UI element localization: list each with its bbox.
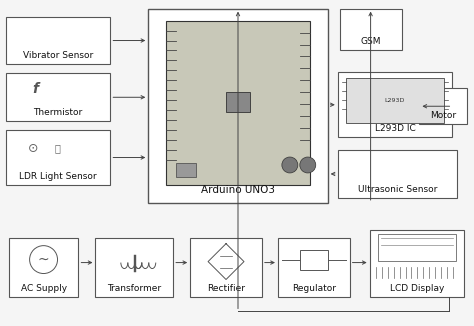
- Text: GSM: GSM: [360, 37, 381, 47]
- Bar: [337, 150, 457, 198]
- Bar: [370, 230, 465, 297]
- Bar: [6, 130, 110, 185]
- Bar: [148, 9, 328, 203]
- Bar: [6, 73, 110, 121]
- Bar: [340, 9, 401, 51]
- Text: Regulator: Regulator: [292, 285, 336, 293]
- Text: Transformer: Transformer: [107, 285, 161, 293]
- Bar: [378, 234, 456, 261]
- Text: ~: ~: [38, 253, 49, 267]
- Bar: [176, 163, 196, 177]
- Text: 🔍: 🔍: [55, 143, 61, 153]
- Text: Vibrator Sensor: Vibrator Sensor: [23, 52, 93, 60]
- Circle shape: [300, 157, 316, 173]
- Text: Ultrasonic Sensor: Ultrasonic Sensor: [358, 185, 437, 194]
- Text: Motor: Motor: [430, 111, 456, 120]
- Text: ⊙: ⊙: [28, 141, 39, 155]
- Text: LDR Light Sensor: LDR Light Sensor: [19, 172, 97, 181]
- Circle shape: [282, 157, 298, 173]
- Text: L293D IC: L293D IC: [374, 124, 415, 133]
- Bar: [190, 238, 262, 297]
- Text: LCD Display: LCD Display: [390, 285, 444, 293]
- Text: Thermistor: Thermistor: [33, 108, 82, 117]
- Bar: [9, 238, 79, 297]
- Bar: [6, 17, 110, 65]
- Text: f: f: [33, 82, 38, 96]
- Bar: [300, 250, 328, 270]
- Text: Arduino UNO3: Arduino UNO3: [201, 185, 275, 195]
- Bar: [346, 78, 445, 123]
- Bar: [337, 72, 452, 137]
- Bar: [419, 88, 467, 124]
- Bar: [166, 21, 310, 185]
- Text: AC Supply: AC Supply: [20, 285, 67, 293]
- Bar: [278, 238, 350, 297]
- Bar: [226, 92, 250, 112]
- Text: Rectifier: Rectifier: [207, 285, 245, 293]
- Bar: [95, 238, 173, 297]
- Text: L293D: L293D: [385, 98, 405, 103]
